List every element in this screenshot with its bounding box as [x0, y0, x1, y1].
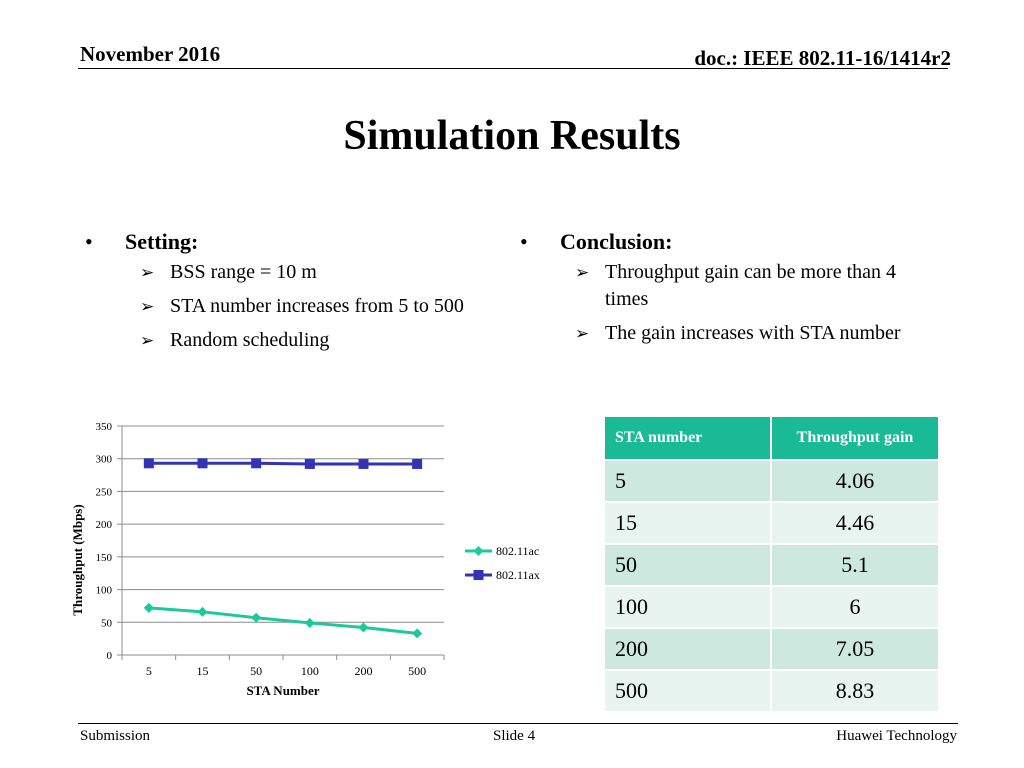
- setting-heading: Setting:: [125, 229, 199, 254]
- header-doc-id: doc.: IEEE 802.11-16/1414r2: [694, 46, 951, 70]
- conclusion-item: ➢ The gain increases with STA number: [520, 320, 940, 347]
- table-cell: 500: [605, 671, 772, 713]
- table-header-row: STA number Throughput gain: [605, 417, 940, 461]
- data-point: [143, 602, 154, 613]
- y-tick-label: 350: [96, 421, 113, 433]
- y-tick-label: 250: [96, 486, 113, 498]
- data-point: [412, 458, 423, 469]
- conclusion-bullet: • Conclusion:: [520, 228, 940, 255]
- data-point: [197, 606, 208, 617]
- series-line-802.11ax: [148, 461, 418, 466]
- y-tick-label: 200: [96, 519, 113, 531]
- footer-rule: [78, 723, 958, 724]
- setting-item: ➢ STA number increases from 5 to 500: [85, 293, 485, 320]
- arrow-bullet-icon: ➢: [140, 297, 155, 316]
- table-cell: 5: [605, 461, 772, 503]
- data-point: [412, 628, 423, 639]
- setting-bullet: • Setting:: [85, 228, 485, 255]
- chart-axes: 0 50 100 150 200 250 300 350 5 15 50 100 200 500: [96, 421, 445, 678]
- footer-company: Huawei Technology: [836, 728, 957, 744]
- throughput-gain-table: STA number Throughput gain 5 4.06 15 4.4…: [605, 417, 940, 713]
- data-point: [304, 458, 315, 469]
- conclusion-heading: Conclusion:: [560, 229, 673, 254]
- data-point: [473, 546, 484, 556]
- chart-grid: [122, 425, 444, 623]
- x-tick-label: 15: [197, 664, 209, 678]
- y-tick-label: 150: [96, 552, 113, 564]
- y-tick-label: 50: [101, 617, 113, 629]
- conclusion-item: ➢ Throughput gain can be more than 4 tim…: [520, 259, 940, 313]
- setting-item-text: BSS range = 10 m: [170, 261, 317, 283]
- data-point: [197, 458, 208, 469]
- conclusion-item-text: Throughput gain can be more than 4 times: [605, 261, 897, 310]
- footer-slide-number: Slide 4: [493, 728, 536, 744]
- chart-legend: 802.11ac 802.11ax: [465, 544, 540, 582]
- table-cell: 50: [605, 545, 772, 587]
- x-tick-label: 100: [301, 664, 319, 678]
- y-tick-label: 100: [96, 585, 113, 597]
- arrow-bullet-icon: ➢: [140, 263, 155, 282]
- arrow-bullet-icon: ➢: [575, 324, 590, 343]
- y-tick-label: 0: [107, 650, 113, 662]
- x-tick-label: 200: [355, 664, 373, 678]
- arrow-bullet-icon: ➢: [575, 263, 590, 282]
- table-cell: 5.1: [772, 545, 940, 587]
- table-row: 100 6: [605, 587, 940, 629]
- table-cell: 6: [772, 587, 940, 629]
- y-axis-label: Throughput (Mbps): [70, 504, 85, 615]
- data-point: [358, 458, 369, 469]
- slide-title: Simulation Results: [343, 113, 681, 159]
- conclusion-item-text: The gain increases with STA number: [605, 322, 901, 344]
- table-cell: 100: [605, 587, 772, 629]
- conclusion-section: • Conclusion: ➢ Throughput gain can be m…: [520, 228, 940, 354]
- setting-section: • Setting: ➢ BSS range = 10 m ➢ STA numb…: [85, 228, 485, 361]
- setting-item-text: Random scheduling: [170, 329, 330, 351]
- throughput-chart: 0 50 100 150 200 250 300 350 5 15 50 100 200 500 802.…: [70, 421, 540, 698]
- table-row: 200 7.05: [605, 629, 940, 671]
- x-tick-label: 500: [408, 664, 426, 678]
- legend-label: 802.11ax: [496, 568, 540, 582]
- table-cell: 200: [605, 629, 772, 671]
- data-point: [251, 458, 262, 469]
- x-tick-label: 5: [146, 664, 152, 678]
- table-cell: 7.05: [772, 629, 940, 671]
- x-tick-label: 50: [250, 664, 262, 678]
- table-cell: 15: [605, 503, 772, 545]
- header-date: November 2016: [80, 42, 221, 66]
- table-row: 50 5.1: [605, 545, 940, 587]
- bullet-dot-icon: •: [520, 229, 528, 254]
- table-row: 500 8.83: [605, 671, 940, 713]
- arrow-bullet-icon: ➢: [140, 331, 155, 350]
- legend-label: 802.11ac: [496, 544, 539, 558]
- header-rule: [78, 68, 948, 69]
- y-tick-label: 300: [96, 454, 113, 466]
- data-point: [473, 570, 484, 580]
- table-row: 15 4.46: [605, 503, 940, 545]
- data-point: [143, 458, 154, 469]
- setting-item-text: STA number increases from 5 to 500: [170, 295, 464, 317]
- table-row: 5 4.06: [605, 461, 940, 503]
- table-cell: 8.83: [772, 671, 940, 713]
- column-header: STA number: [605, 417, 772, 461]
- x-axis-label: STA Number: [246, 683, 319, 698]
- footer-submission: Submission: [80, 728, 151, 744]
- column-header: Throughput gain: [772, 417, 940, 461]
- setting-item: ➢ Random scheduling: [85, 327, 485, 354]
- table-cell: 4.46: [772, 503, 940, 545]
- setting-item: ➢ BSS range = 10 m: [85, 259, 485, 286]
- chart-series: [143, 458, 423, 639]
- data-point: [251, 612, 262, 623]
- bullet-dot-icon: •: [85, 229, 93, 254]
- data-point: [304, 617, 315, 628]
- data-point: [358, 622, 369, 633]
- table-cell: 4.06: [772, 461, 940, 503]
- series-line-802.11ac: [148, 606, 418, 635]
